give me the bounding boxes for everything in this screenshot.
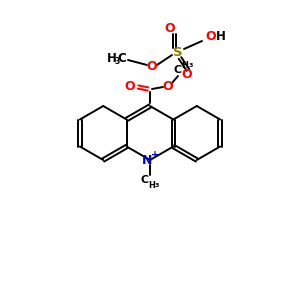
Text: +: + <box>151 150 159 160</box>
Text: N: N <box>142 154 152 166</box>
Text: 3: 3 <box>155 183 159 188</box>
Text: H: H <box>216 29 226 43</box>
Text: C: C <box>141 175 149 185</box>
Text: S: S <box>173 46 183 59</box>
Text: H: H <box>107 52 117 65</box>
Text: C: C <box>174 65 182 75</box>
Text: O: O <box>165 22 175 34</box>
Text: O: O <box>147 61 157 74</box>
Text: O: O <box>125 80 135 94</box>
Text: O: O <box>182 68 192 82</box>
Text: 3: 3 <box>115 58 120 67</box>
Text: 3: 3 <box>189 63 193 68</box>
Text: C: C <box>118 52 126 65</box>
Text: H: H <box>148 181 155 190</box>
Text: O: O <box>163 80 173 94</box>
Text: H: H <box>182 61 188 70</box>
Text: O: O <box>206 29 216 43</box>
